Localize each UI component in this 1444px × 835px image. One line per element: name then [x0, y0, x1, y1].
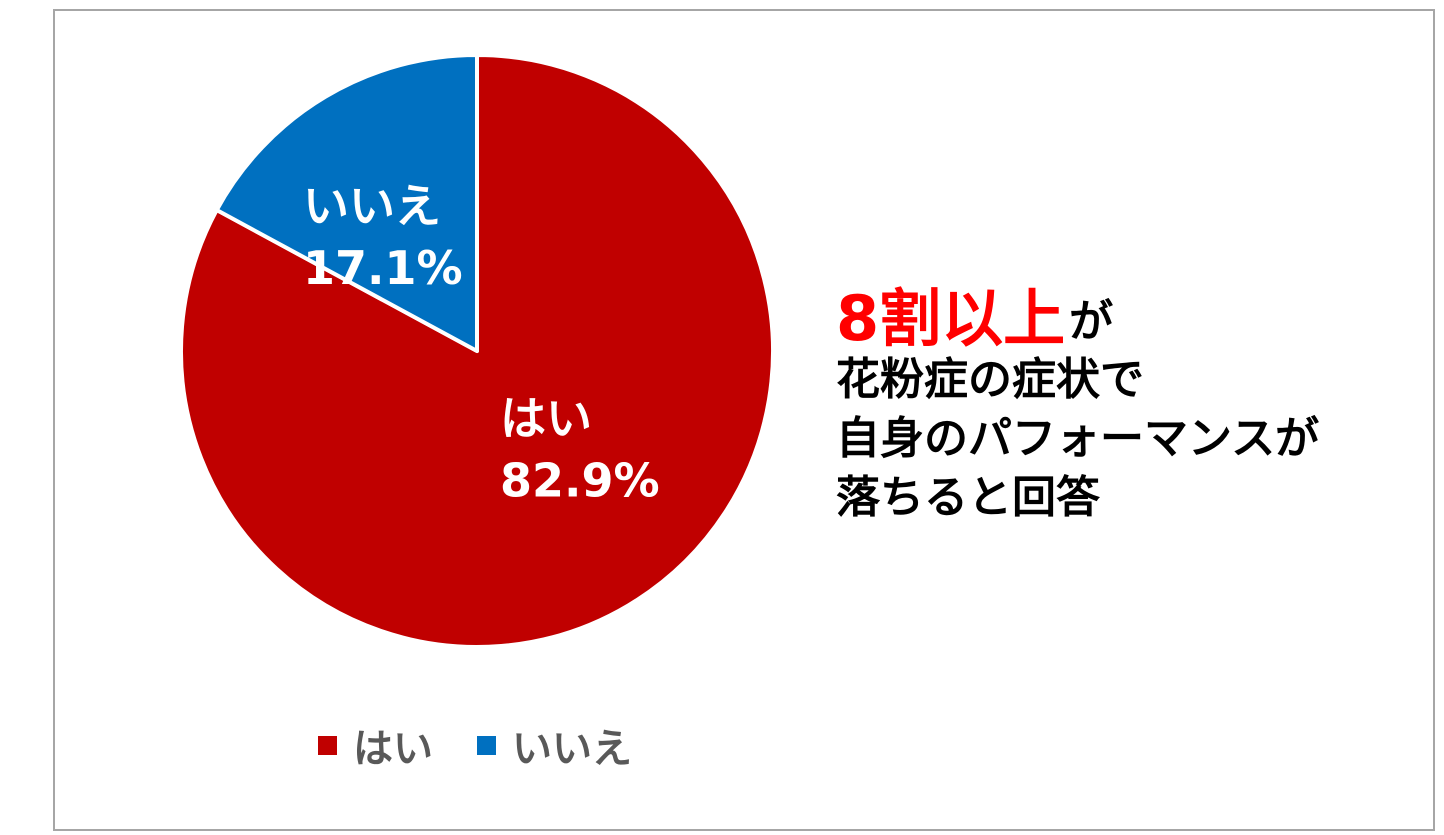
slice-value-no: 17.1% — [303, 241, 463, 295]
legend-label-no: いいえ — [512, 726, 632, 772]
annotation-line-1: 花粉症の症状で — [836, 353, 1144, 405]
annotation-headline: 8割以上 が — [836, 258, 1319, 350]
pie-slice-no — [214, 53, 479, 353]
annotation-suffix: が — [1069, 296, 1114, 347]
legend-swatch-yes — [318, 735, 337, 755]
chart-legend: はい いいえ — [318, 718, 676, 772]
slice-label-yes: はい — [500, 392, 592, 446]
slice-value-yes: 82.9% — [500, 454, 660, 508]
annotation-line-2: 自身のパフォーマンスが — [836, 412, 1320, 464]
slice-label-no: いいえ — [303, 179, 441, 233]
annotation-highlight: 8割以上 — [836, 282, 1066, 355]
legend-swatch-no — [477, 735, 496, 755]
legend-item-yes: はい — [318, 716, 433, 774]
annotation-line-3: 落ちると回答 — [836, 471, 1100, 523]
chart-annotation: 8割以上 が 花粉症の症状で 自身のパフォーマンスが 落ちると回答 — [836, 258, 1319, 527]
legend-label-yes: はい — [353, 726, 433, 772]
legend-item-no: いいえ — [477, 716, 632, 774]
